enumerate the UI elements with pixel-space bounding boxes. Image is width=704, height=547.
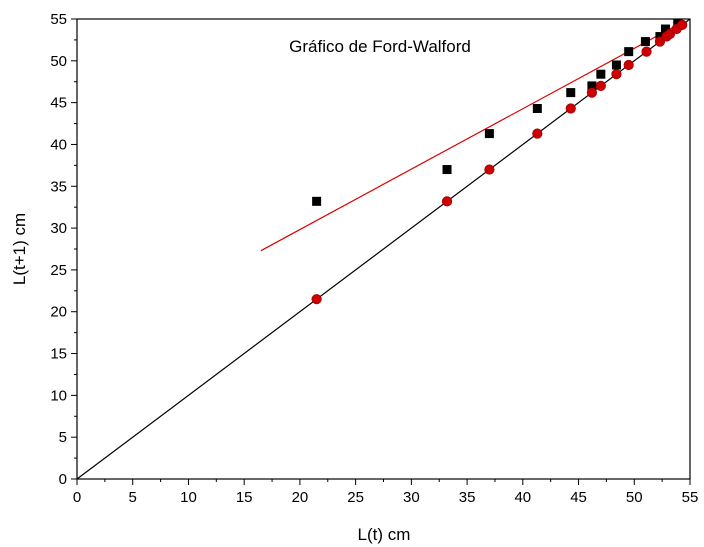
x-tick-label: 45 [570, 489, 587, 506]
y-tick-label: 45 [50, 95, 67, 112]
y-tick-label: 20 [50, 304, 67, 321]
circle-point-0 [311, 294, 322, 305]
y-tick-label: 30 [50, 220, 67, 237]
circle-point-8 [623, 59, 634, 71]
y-tick-label: 15 [50, 346, 67, 363]
circle-point-9 [641, 46, 652, 57]
y-tick-label: 40 [50, 136, 67, 153]
x-axis-label: L(t) cm [358, 525, 411, 544]
square-point-4 [566, 88, 576, 98]
square-point-0 [312, 196, 322, 206]
circle-point-6 [595, 80, 606, 92]
x-tick-label: 20 [292, 489, 309, 506]
circle-point-7 [611, 69, 622, 80]
x-tick-label: 25 [347, 489, 364, 506]
square-point-8 [624, 47, 634, 57]
fit-lines-layer [76, 18, 691, 480]
x-tick-label: 0 [73, 489, 81, 506]
chart-title: Gráfico de Ford-Walford [289, 37, 471, 56]
x-tick-label: 10 [180, 489, 197, 506]
x-tick-label: 30 [403, 489, 420, 506]
circle-point-2 [484, 164, 495, 175]
axes-layer: 0 5 10 15 20 25 30 35 40 45 50 55 0 5 10 15 20 25 30 35 40 45… [50, 11, 698, 506]
y-tick-label: 35 [50, 178, 67, 195]
y-tick-label: 25 [50, 262, 67, 279]
x-tick-label: 35 [459, 489, 476, 506]
y-tick-label: 10 [50, 387, 67, 404]
circle-point-3 [532, 128, 543, 139]
square-point-11 [660, 24, 670, 34]
square-point-3 [532, 103, 542, 113]
square-point-5 [587, 81, 597, 91]
fit-line-2 [76, 18, 691, 480]
circle-point-14 [677, 19, 688, 30]
y-axis-label: L(t+1) cm [10, 213, 29, 285]
fit-line-3 [260, 21, 683, 252]
x-tick-label: 50 [626, 489, 643, 506]
y-tick-label: 50 [50, 53, 67, 70]
x-tick-label: 15 [236, 489, 253, 506]
y-tick-label: 5 [59, 429, 67, 446]
square-point-9 [640, 37, 650, 47]
square-point-1 [442, 165, 452, 175]
y-tick-label: 0 [59, 471, 67, 488]
square-point-6 [596, 69, 606, 79]
square-point-7 [611, 60, 621, 70]
x-tick-label: 40 [514, 489, 531, 506]
points-layer [311, 18, 688, 305]
square-point-2 [484, 129, 494, 139]
circle-point-4 [565, 103, 576, 114]
circle-point-1 [441, 196, 453, 207]
x-tick-label: 5 [129, 489, 137, 506]
x-tick-label: 55 [682, 489, 699, 506]
y-tick-label: 55 [50, 11, 67, 28]
circle-point-5 [586, 87, 598, 98]
